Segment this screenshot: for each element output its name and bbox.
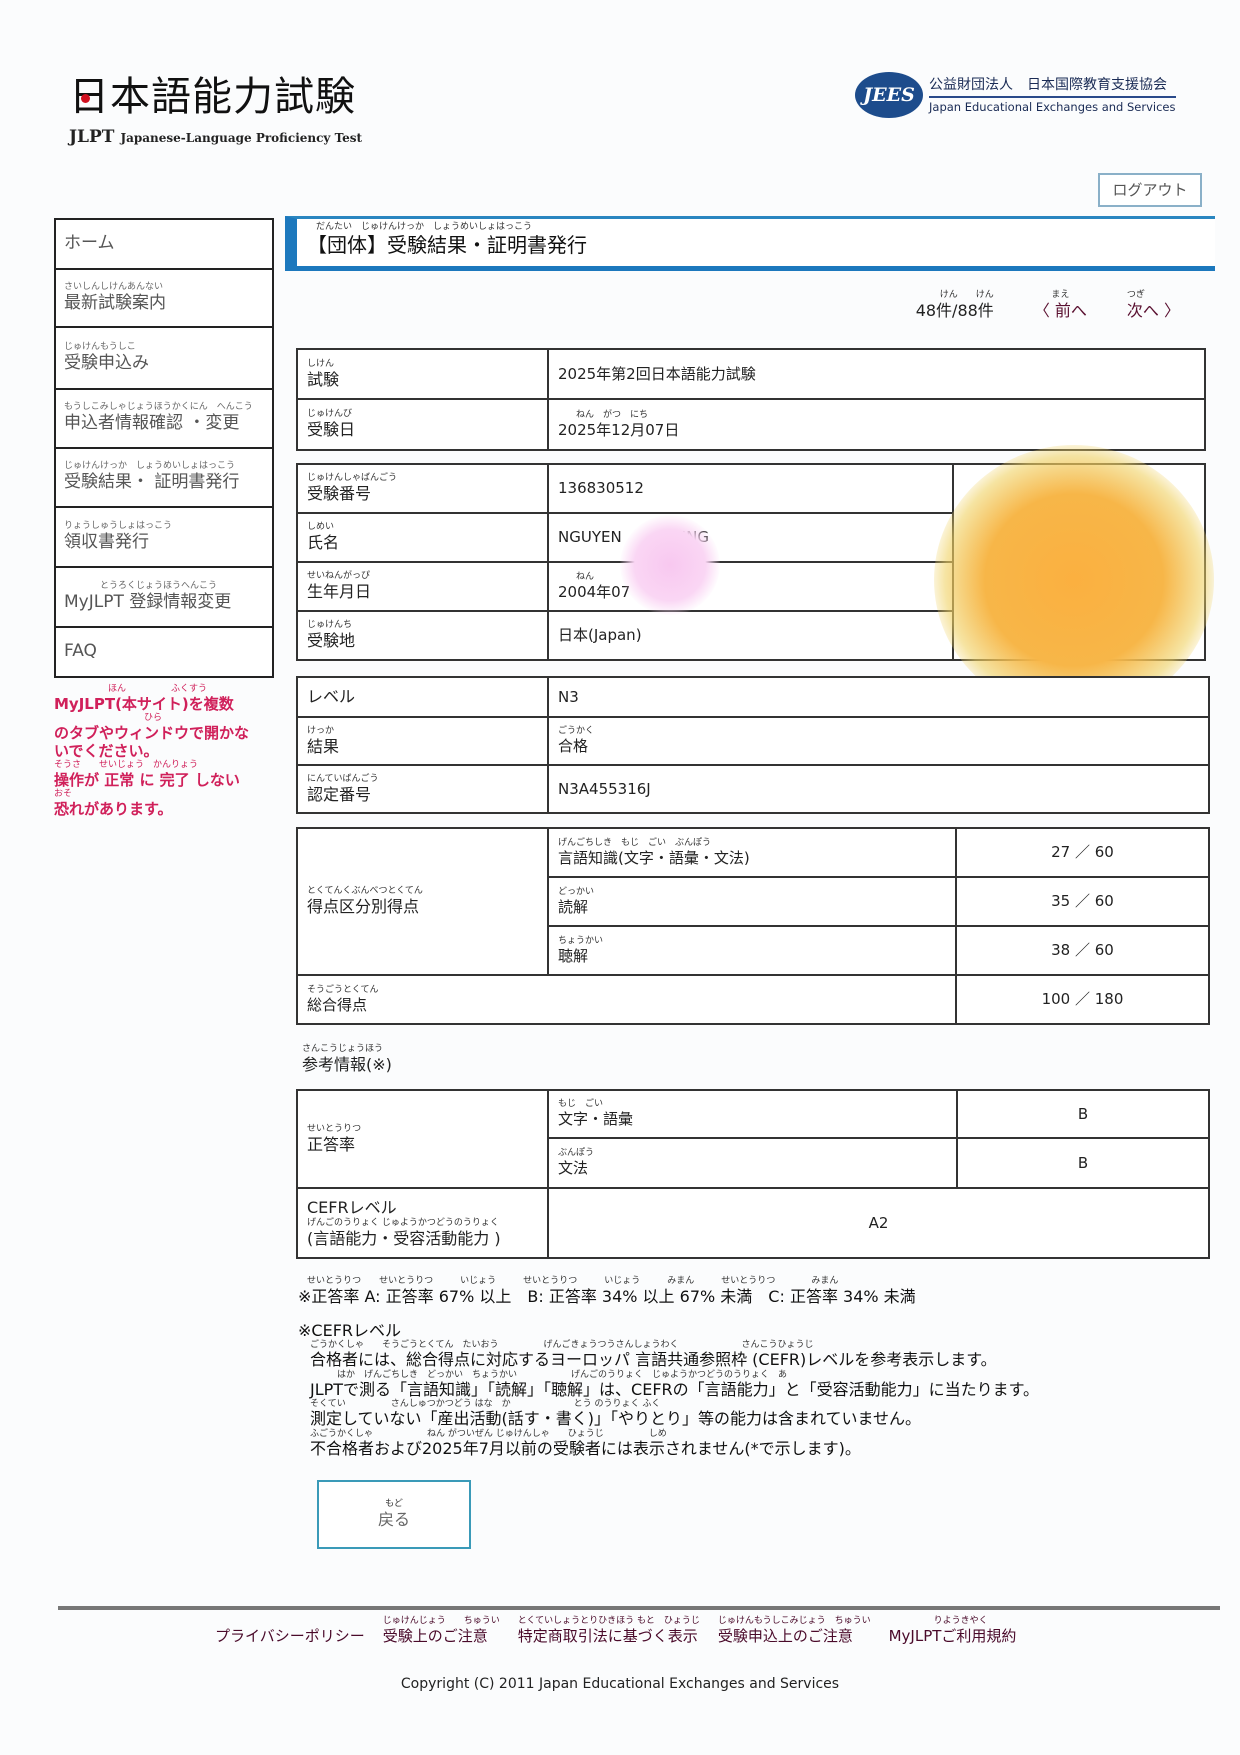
- examinee-name: NGUYEN ING: [547, 512, 954, 563]
- rate-note: せいとうりつ せいとうりつ いじょう せいとうりつ いじょう みまん せいとうり…: [298, 1276, 916, 1306]
- table-row: せいねんがっぴ 生年月日 ねん 2004年07: [296, 561, 1205, 612]
- page-header: だんたい じゅけんけっか しょうめいしょはっこう 【団体】受験結果・証明書発行: [285, 216, 1215, 271]
- globe-icon: JEES: [855, 72, 923, 118]
- sidebar-item-receipt[interactable]: りょうしゅうしょはっこう 領収書発行: [56, 506, 272, 566]
- table-row: じゅけんち 受験地 日本(Japan): [296, 610, 1205, 661]
- pager: けん けん 48件/88件 まえ〈 前へ つぎ 次へ 〉: [915, 290, 1180, 320]
- sidebar-item-faq[interactable]: FAQ: [56, 626, 272, 676]
- sidebar-item-applicant-info[interactable]: もうしこみしゃじょうほうかくにん へんこう 申込者情報確認 ・変更: [56, 388, 272, 447]
- footer-links: プライバシーポリシー じゅけんじょう ちゅうい 受験上のご注意 とくていしょうとり…: [215, 1616, 1016, 1646]
- cefr-level: A2: [547, 1187, 1210, 1259]
- footer-link-application-notes[interactable]: じゅけんもうしこみじょう ちゅうい 受験申込上のご注意: [717, 1616, 871, 1645]
- exam-site: 日本(Japan): [547, 610, 954, 661]
- record-count: 48件/88件: [915, 301, 994, 320]
- certificate-number: N3A455316J: [547, 764, 1210, 814]
- back-button[interactable]: もど 戻る: [317, 1480, 471, 1549]
- multi-tab-warning: ほん ふくすう MyJLPT(本サイト)を複数 ひら のタブやウィンドウで開かな い…: [54, 684, 250, 818]
- sidebar: ホーム さいしんしけんあんない 最新試験案内 じゅけんもうしこ 受験申込み もうしこ…: [54, 218, 274, 678]
- exam-table: しけん 試験 2025年第2回日本語能力試験 じゅけんび 受験日 ねん がつ にち 20…: [296, 348, 1206, 451]
- org-name-en: Japan Educational Exchanges and Services: [929, 95, 1176, 115]
- level-value: N3: [547, 676, 1210, 718]
- org-name-ja: 公益財団法人 日本国際教育支援協会: [929, 76, 1167, 93]
- rate-grade: B: [956, 1137, 1210, 1189]
- reference-heading: さんこうじょうほう 参考情報(※): [302, 1044, 392, 1074]
- reference-table: せいとうりつ 正答率 もじ ごい 文字・語彙 B ぶんぽう 文法 B CEFRレベル げんご…: [296, 1089, 1210, 1259]
- table-row: けっか 結果 ごうかく 合格: [296, 716, 1210, 766]
- table-row: CEFRレベル げんごのうりょく じゅようかつどうのうりょく (言語能力・受容活動能…: [296, 1187, 1210, 1259]
- table-row: せいとうりつ 正答率 もじ ごい 文字・語彙 B: [296, 1089, 1210, 1189]
- examinee-photo: [934, 445, 1214, 715]
- exam-name: 2025年第2回日本語能力試験: [547, 348, 1206, 400]
- table-row: どっかい 読解 35 ／ 60: [297, 876, 1210, 927]
- red-dot-icon: [81, 94, 90, 103]
- name-redaction: [620, 515, 720, 615]
- footer-link-commerce-act[interactable]: とくていしょうとりひきほう もと ひょうじ 特定商取引法に基づく表示: [517, 1616, 700, 1645]
- footer-link-exam-notes[interactable]: じゅけんじょう ちゅうい 受験上のご注意: [382, 1616, 500, 1645]
- sidebar-item-myjlpt-settings[interactable]: とうろくじょうほうへんこう MyJLPT 登録情報変更: [56, 566, 272, 626]
- sidebar-item-results[interactable]: じゅけんけっか しょうめいしょはっこう 受験結果・ 証明書発行: [56, 447, 272, 506]
- table-row: ちょうかい 聴解 38 ／ 60: [297, 925, 1210, 976]
- sidebar-item-home[interactable]: ホーム: [56, 218, 272, 268]
- score-value: 27 ／ 60: [955, 827, 1210, 878]
- examinee-number: 136830512: [547, 463, 954, 514]
- score-value: 35 ／ 60: [955, 876, 1210, 927]
- table-row: しけん 試験 2025年第2回日本語能力試験: [296, 348, 1206, 400]
- jlpt-subtitle: JLPT Japanese-Language Proficiency Test: [69, 127, 363, 147]
- copyright: Copyright (C) 2011 Japan Educational Exc…: [400, 1676, 840, 1692]
- table-row: ぶんぽう 文法 B: [297, 1137, 1210, 1189]
- page-title: 【団体】受験結果・証明書発行: [307, 233, 587, 257]
- pass-status: 合格: [558, 737, 589, 756]
- table-row: にんていばんごう 認定番号 N3A455316J: [296, 764, 1210, 814]
- footer-divider: [58, 1606, 1220, 1610]
- jees-logo: JEES 公益財団法人 日本国際教育支援協会 Japan Educational …: [855, 72, 1176, 118]
- cefr-notes: ※CEFRレベル ごうかくしゃ そうごうとくてん たいおう げんごきょうつうさん…: [298, 1321, 1040, 1458]
- examinee-dob: 2004年07: [558, 582, 631, 601]
- table-row: そうごうとくてん 総合得点 100 ／ 180: [296, 974, 1210, 1025]
- table-row: じゅけんび 受験日 ねん がつ にち 2025年12月07日: [296, 398, 1206, 451]
- jlpt-logo: 日本語能力試験: [69, 74, 356, 120]
- total-score: 100 ／ 180: [955, 974, 1210, 1025]
- sidebar-item-latest-exam[interactable]: さいしんしけんあんない 最新試験案内: [56, 268, 272, 326]
- table-row: とくてんくぶんべつとくてん 得点区分別得点 げんごちしき もじ ごい ぶんぽう 言語…: [296, 827, 1210, 976]
- table-row: じゅけんしゃばんごう 受験番号 136830512: [296, 445, 1214, 715]
- logout-button[interactable]: ログアウト: [1098, 173, 1202, 207]
- exam-date: 2025年12月07日: [558, 420, 680, 439]
- result-table: レベル N3 けっか 結果 ごうかく 合格 にんていばんごう 認定番号 N3A455316J: [296, 676, 1210, 814]
- photo-redaction: [934, 445, 1214, 715]
- footer-link-terms[interactable]: りようきやく MyJLPTご利用規約: [888, 1616, 1017, 1645]
- score-value: 38 ／ 60: [955, 925, 1210, 976]
- prev-link[interactable]: まえ〈 前へ: [1033, 290, 1087, 320]
- table-row: レベル N3: [296, 676, 1210, 718]
- sidebar-item-apply[interactable]: じゅけんもうしこ 受験申込み: [56, 326, 272, 388]
- next-link[interactable]: つぎ 次へ 〉: [1126, 290, 1180, 320]
- scores-table: とくてんくぶんべつとくてん 得点区分別得点 げんごちしき もじ ごい ぶんぽう 言語…: [296, 827, 1210, 1025]
- rate-grade: B: [956, 1089, 1210, 1139]
- footer-link-privacy[interactable]: プライバシーポリシー: [215, 1627, 365, 1645]
